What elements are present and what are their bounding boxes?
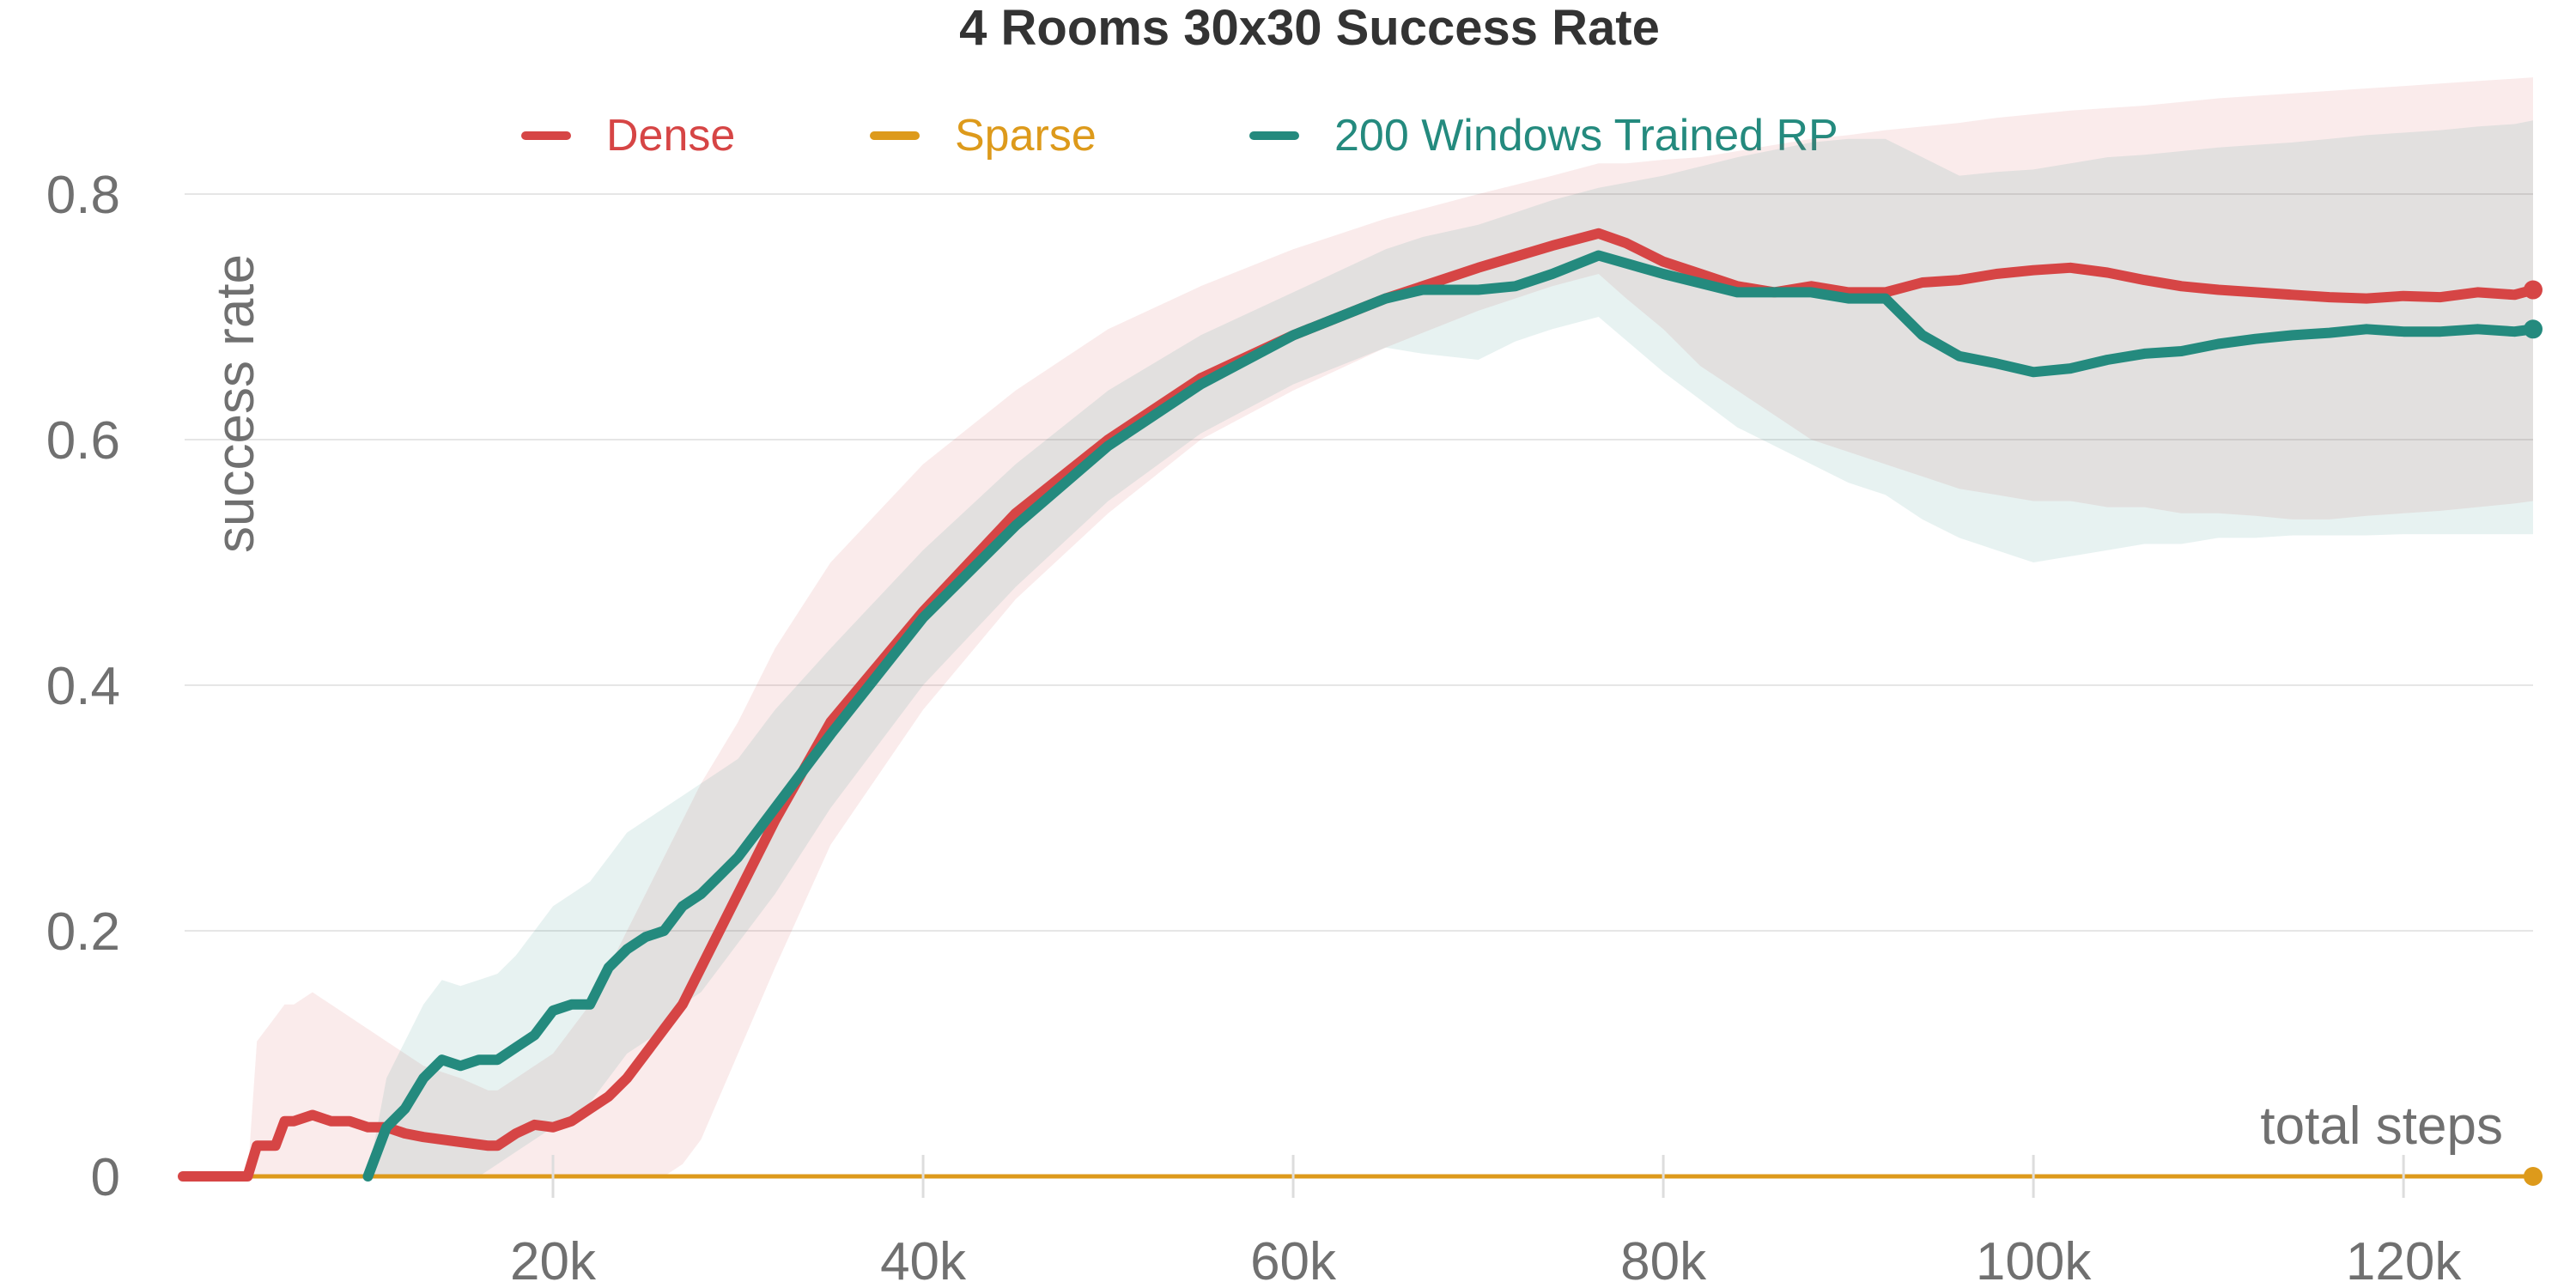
series-line-2 (362, 250, 2538, 1182)
confidence-bands (183, 77, 2533, 1177)
y-tick-label-4: 0.8 (46, 166, 120, 225)
legend-label-2: 200 Windows Trained RP (1334, 111, 1838, 161)
legend-label-0: Dense (606, 111, 735, 161)
x-tick-label-1: 40k (880, 1232, 967, 1288)
series-end-point-0 (2524, 280, 2543, 300)
y-tick-label-1: 0.2 (46, 902, 120, 962)
y-tick-label-0: 0 (91, 1148, 120, 1207)
legend: Dense Sparse 200 Windows Trained RP (521, 111, 1838, 161)
band-2 (368, 120, 2533, 1177)
series-end-point-2 (2524, 319, 2543, 339)
series-end-point-1 (2524, 1167, 2543, 1186)
x-tick-label-4: 100k (1976, 1232, 2092, 1288)
y-axis-label: success rate (206, 254, 265, 553)
y-tick-label-3: 0.6 (46, 411, 120, 471)
x-tick-label-5: 120k (2346, 1232, 2462, 1288)
series-lines (178, 228, 2543, 1186)
x-axis-label: total steps (2260, 1097, 2503, 1156)
x-tick-label-3: 80k (1620, 1232, 1707, 1288)
x-tick-label-0: 20k (510, 1232, 597, 1288)
y-tick-label-2: 0.4 (46, 657, 120, 716)
y-axis-ticks: 0 0.2 0.4 0.6 0.8 (46, 166, 120, 1207)
x-tick-label-2: 60k (1250, 1232, 1337, 1288)
legend-label-1: Sparse (955, 111, 1097, 161)
chart-title: 4 Rooms 30x30 Success Rate (959, 0, 1660, 56)
x-axis-ticks: 20k 40k 60k 80k 100k 120k (510, 1155, 2462, 1288)
